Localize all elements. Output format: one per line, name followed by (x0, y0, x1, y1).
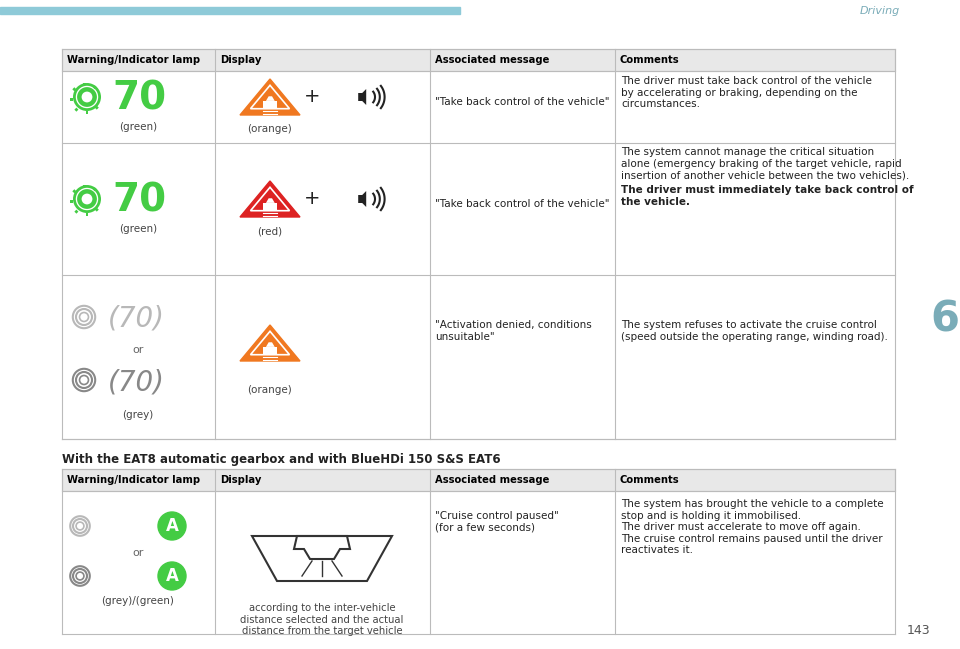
Circle shape (158, 512, 186, 540)
Bar (70, 99, 73, 101)
Text: Associated message: Associated message (435, 475, 549, 485)
Text: "Cruise control paused"
(for a few seconds): "Cruise control paused" (for a few secon… (435, 511, 559, 533)
Text: Comments: Comments (620, 55, 680, 65)
Circle shape (82, 193, 92, 204)
Bar (263, 203, 276, 210)
Bar (72, 87, 77, 92)
Text: A: A (165, 517, 179, 535)
Text: Comments: Comments (620, 475, 680, 485)
Text: 70: 70 (112, 182, 166, 220)
Bar (263, 101, 276, 108)
Bar (85, 214, 88, 216)
Polygon shape (358, 191, 366, 207)
Bar (95, 208, 99, 212)
Circle shape (82, 92, 92, 103)
Bar (62, 143, 895, 275)
Text: "Take back control of the vehicle": "Take back control of the vehicle" (435, 199, 610, 209)
Bar (0, 7, 460, 14)
Text: +: + (303, 190, 321, 208)
Text: Associated message: Associated message (435, 55, 549, 65)
Bar (93, 85, 97, 90)
Bar (99, 197, 102, 201)
Text: (green): (green) (119, 122, 157, 132)
Polygon shape (240, 325, 300, 361)
Polygon shape (240, 79, 300, 115)
Text: Display: Display (220, 55, 261, 65)
Text: (orange): (orange) (248, 385, 293, 395)
Text: (grey)/(green): (grey)/(green) (102, 596, 175, 606)
Bar (62, 49, 895, 71)
Text: The system has brought the vehicle to a complete
stop and is holding it immobili: The system has brought the vehicle to a … (621, 499, 883, 556)
Text: Display: Display (220, 475, 261, 485)
Polygon shape (240, 181, 300, 217)
Polygon shape (266, 199, 275, 203)
Text: The system cannot manage the critical situation
alone (emergency braking of the : The system cannot manage the critical si… (621, 147, 909, 180)
Text: (red): (red) (257, 226, 282, 236)
Bar (72, 190, 77, 193)
Text: "Activation denied, conditions
unsuitable": "Activation denied, conditions unsuitabl… (435, 320, 591, 341)
Text: The driver must take back control of the vehicle
by accelerating or braking, dep: The driver must take back control of the… (621, 76, 872, 109)
Polygon shape (358, 89, 366, 105)
Bar (83, 82, 85, 86)
Text: "Take back control of the vehicle": "Take back control of the vehicle" (435, 97, 610, 107)
Bar (62, 275, 895, 439)
Text: 70: 70 (112, 80, 166, 118)
Text: according to the inter-vehicle
distance selected and the actual
distance from th: according to the inter-vehicle distance … (240, 603, 404, 636)
Circle shape (77, 87, 97, 107)
Bar (95, 106, 99, 110)
Bar (93, 187, 97, 191)
Polygon shape (266, 96, 275, 101)
Bar (99, 95, 102, 99)
Text: Driving: Driving (860, 6, 900, 16)
Bar (62, 491, 895, 634)
Text: (green): (green) (119, 224, 157, 234)
Bar (62, 71, 895, 143)
Text: or: or (132, 345, 144, 355)
Text: Warning/Indicator lamp: Warning/Indicator lamp (67, 475, 200, 485)
Text: (grey): (grey) (122, 410, 154, 420)
Text: With the EAT8 automatic gearbox and with BlueHDi 150 S&S EAT6: With the EAT8 automatic gearbox and with… (62, 453, 500, 466)
Text: 6: 6 (930, 298, 959, 340)
Bar (70, 201, 73, 203)
Bar (74, 210, 79, 214)
Text: (70): (70) (108, 305, 165, 333)
Bar (263, 347, 276, 354)
Text: The driver must immediately take back control of
the vehicle.: The driver must immediately take back co… (621, 185, 914, 206)
Text: 143: 143 (906, 624, 930, 637)
Text: +: + (303, 88, 321, 106)
Text: (orange): (orange) (248, 124, 293, 134)
Text: (70): (70) (108, 368, 165, 396)
Text: The system refuses to activate the cruise control
(speed outside the operating r: The system refuses to activate the cruis… (621, 320, 888, 341)
Bar (74, 108, 79, 112)
Circle shape (158, 562, 186, 590)
Circle shape (77, 189, 97, 209)
Text: or: or (132, 548, 144, 558)
Polygon shape (266, 342, 275, 347)
Bar (83, 184, 85, 188)
Bar (85, 112, 88, 114)
Text: A: A (165, 567, 179, 585)
Text: Warning/Indicator lamp: Warning/Indicator lamp (67, 55, 200, 65)
Bar (62, 469, 895, 491)
